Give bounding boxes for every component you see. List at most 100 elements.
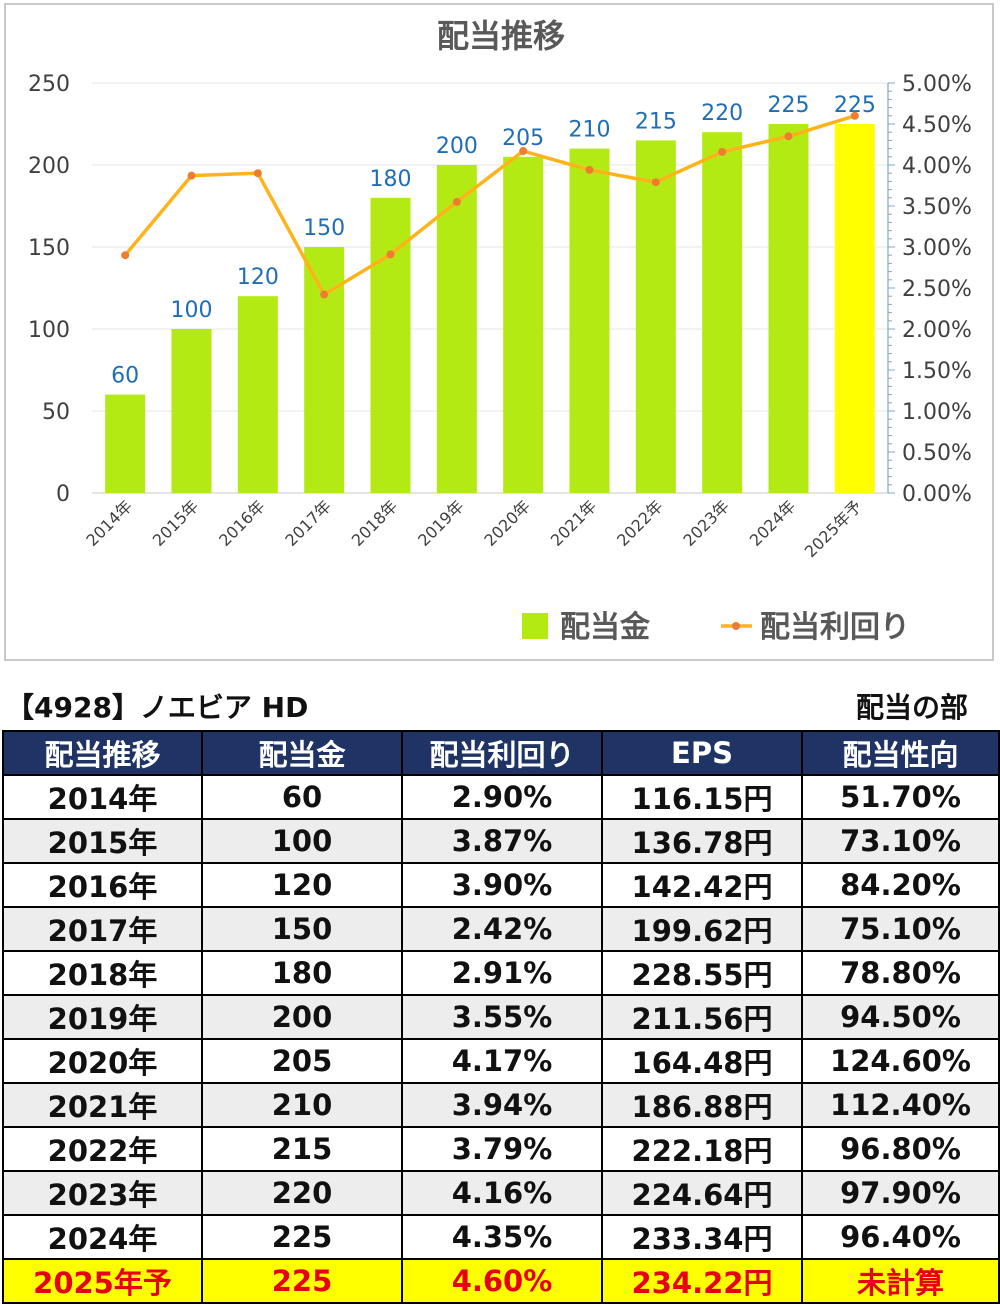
table-header-row: 配当推移 配当金 配当利回り EPS 配当性向 xyxy=(2,730,1000,776)
cell-year: 2017年 xyxy=(2,906,203,952)
table-row: 2018年 180 2.91% 228.55円 78.80% xyxy=(2,950,1000,996)
cell-yield: 2.42% xyxy=(401,906,603,952)
y-left-tick-label: 250 xyxy=(28,72,70,97)
cell-dividend: 200 xyxy=(201,994,403,1040)
yield-point xyxy=(519,147,528,156)
cell-year: 2024年 xyxy=(2,1214,203,1260)
cell-year: 2020年 xyxy=(2,1038,203,1084)
bar-data-label: 205 xyxy=(502,126,544,151)
bar xyxy=(237,296,278,493)
cell-year: 2014年 xyxy=(2,774,203,820)
y-left-tick-label: 0 xyxy=(56,482,70,507)
dividend-table: 配当推移 配当金 配当利回り EPS 配当性向 2014年 60 2.90% 116.… xyxy=(2,730,1000,1304)
y-right-tick-label: 2.00% xyxy=(902,318,972,343)
bar-data-label: 180 xyxy=(370,167,412,192)
bar xyxy=(370,197,411,494)
legend-line-label: 配当利回り xyxy=(760,610,910,645)
cell-dividend: 150 xyxy=(201,906,403,952)
x-tick-label: 2016年 xyxy=(215,496,269,550)
cell-dividend: 205 xyxy=(201,1038,403,1084)
bar-data-label: 150 xyxy=(303,216,345,241)
yield-point xyxy=(187,171,196,180)
cell-payout: 73.10% xyxy=(801,818,1000,864)
cell-yield: 3.90% xyxy=(401,862,603,908)
y-right-tick-label: 0.00% xyxy=(902,482,972,507)
y-left-tick-label: 100 xyxy=(28,318,70,343)
bar xyxy=(171,329,212,493)
y-right-tick-label: 5.00% xyxy=(902,72,972,97)
cell-year: 2025年予 xyxy=(2,1258,203,1304)
cell-eps: 186.88円 xyxy=(601,1082,803,1128)
cell-yield: 2.91% xyxy=(401,950,603,996)
cell-dividend: 100 xyxy=(201,818,403,864)
yield-point xyxy=(320,290,329,299)
cell-dividend: 60 xyxy=(201,774,403,820)
cell-eps: 224.64円 xyxy=(601,1170,803,1216)
yield-line xyxy=(123,114,856,297)
header-year: 配当推移 xyxy=(2,730,203,776)
cell-yield: 3.87% xyxy=(401,818,603,864)
yield-point xyxy=(452,197,461,206)
bar xyxy=(635,140,676,493)
dividend-chart: 配当推移 0 50 100 150 200 250 0.00% 0.50% 1.00% 1.50% 2… xyxy=(28,17,972,645)
cell-payout: 94.50% xyxy=(801,994,1000,1040)
x-tick-label: 2023年 xyxy=(679,496,733,550)
cell-dividend: 120 xyxy=(201,862,403,908)
yield-point xyxy=(718,147,727,156)
header-payout: 配当性向 xyxy=(801,730,1000,776)
x-tick-label: 2017年 xyxy=(281,496,335,550)
cell-yield: 4.16% xyxy=(401,1170,603,1216)
bar-data-label: 215 xyxy=(635,109,677,134)
bar xyxy=(702,132,743,493)
y-right-tick-label: 3.00% xyxy=(902,236,972,261)
x-tick-label: 2015年 xyxy=(149,496,203,550)
bar-data-label: 200 xyxy=(436,134,478,159)
cell-yield: 2.90% xyxy=(401,774,603,820)
table-row: 2014年 60 2.90% 116.15円 51.70% xyxy=(2,774,1000,820)
yield-point xyxy=(651,178,660,187)
cell-eps: 228.55円 xyxy=(601,950,803,996)
cell-eps: 116.15円 xyxy=(601,774,803,820)
y-left-tick-label: 50 xyxy=(42,400,70,425)
cell-eps: 233.34円 xyxy=(601,1214,803,1260)
yield-point xyxy=(784,132,793,141)
x-tick-label: 2025年予 xyxy=(801,496,866,561)
cell-payout: 84.20% xyxy=(801,862,1000,908)
cell-yield: 3.55% xyxy=(401,994,603,1040)
table-row: 2017年 150 2.42% 199.62円 75.10% xyxy=(2,906,1000,952)
cell-eps: 234.22円 xyxy=(601,1258,803,1304)
cell-year: 2015年 xyxy=(2,818,203,864)
legend-line-marker xyxy=(732,622,740,630)
cell-year: 2021年 xyxy=(2,1082,203,1128)
y-right-tick-label: 4.50% xyxy=(902,113,972,138)
y-right-tick-label: 3.50% xyxy=(902,195,972,220)
table-row: 2019年 200 3.55% 211.56円 94.50% xyxy=(2,994,1000,1040)
legend-bar-label: 配当金 xyxy=(560,610,651,645)
yield-point xyxy=(253,169,262,178)
table-row: 2025年予 225 4.60% 234.22円 未計算 xyxy=(2,1258,1000,1304)
cell-dividend: 210 xyxy=(201,1082,403,1128)
table-row: 2015年 100 3.87% 136.78円 73.10% xyxy=(2,818,1000,864)
cell-year: 2019年 xyxy=(2,994,203,1040)
cell-payout: 97.90% xyxy=(801,1170,1000,1216)
company-title: 【4928】ノエビア HD xyxy=(6,691,309,724)
cell-eps: 136.78円 xyxy=(601,818,803,864)
cell-year: 2018年 xyxy=(2,950,203,996)
yield-point xyxy=(121,251,130,260)
header-dividend: 配当金 xyxy=(201,730,403,776)
table-row: 2020年 205 4.17% 164.48円 124.60% xyxy=(2,1038,1000,1084)
yield-point xyxy=(850,111,859,120)
table-row: 2023年 220 4.16% 224.64円 97.90% xyxy=(2,1170,1000,1216)
cell-dividend: 180 xyxy=(201,950,403,996)
cell-payout: 78.80% xyxy=(801,950,1000,996)
chart-frame: 配当推移 0 50 100 150 200 250 0.00% 0.50% 1.00% 1.50% 2… xyxy=(4,3,994,661)
x-tick-label: 2018年 xyxy=(348,496,402,550)
cell-yield: 4.60% xyxy=(401,1258,603,1304)
table-row: 2024年 225 4.35% 233.34円 96.40% xyxy=(2,1214,1000,1260)
bar xyxy=(834,124,875,493)
bar xyxy=(436,165,477,493)
bar xyxy=(569,148,610,493)
x-tick-label: 2022年 xyxy=(613,496,667,550)
bar-data-label: 210 xyxy=(569,118,611,143)
cell-dividend: 220 xyxy=(201,1170,403,1216)
